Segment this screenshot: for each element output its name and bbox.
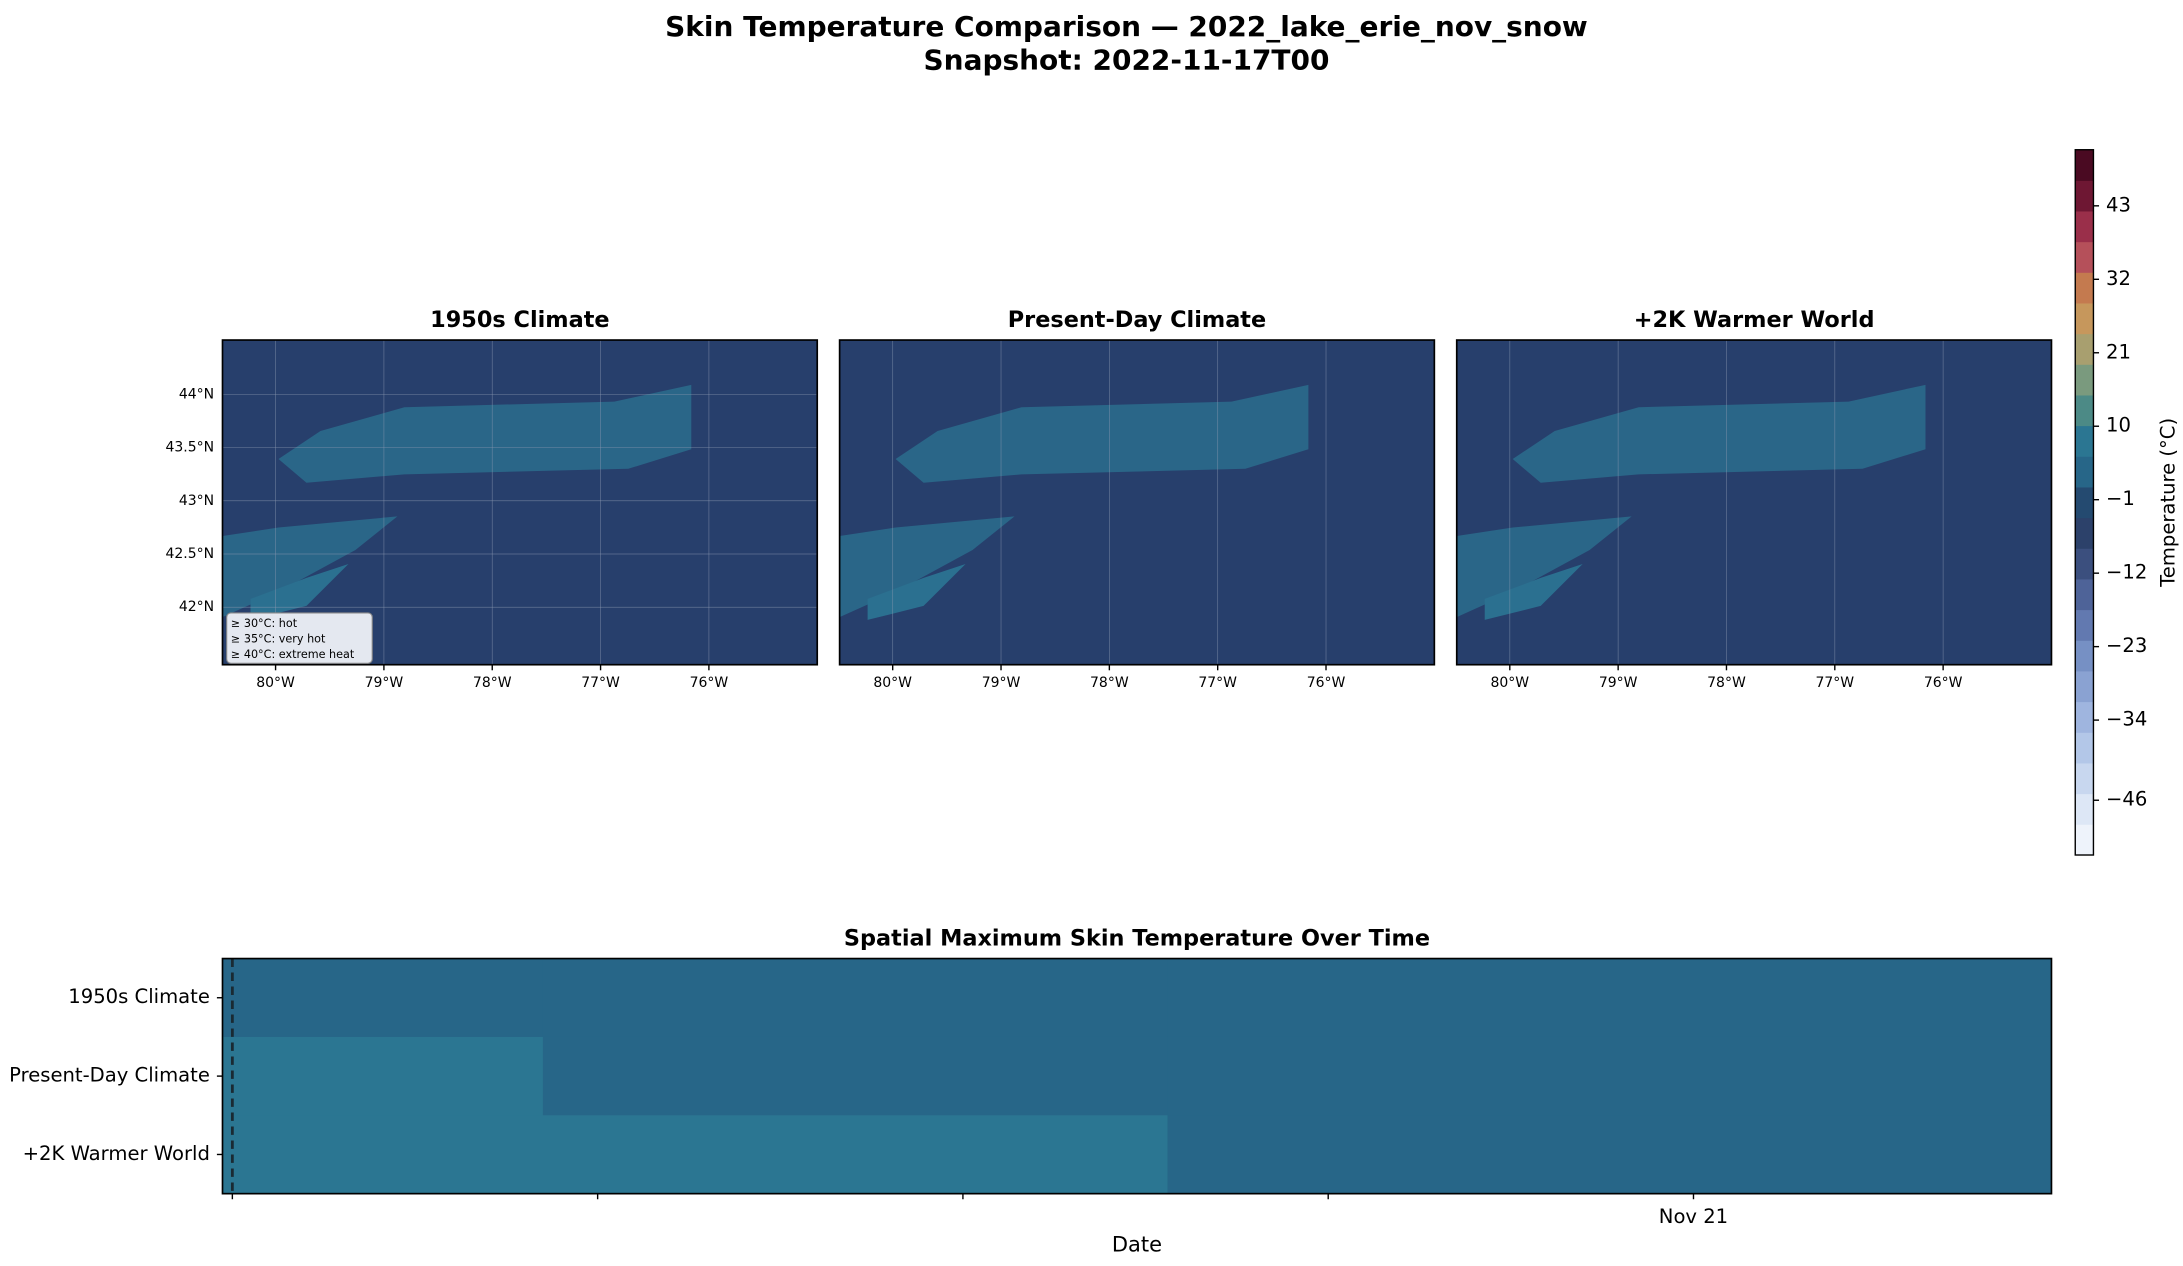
lake-field [278, 384, 692, 483]
legend-text: ≥ 30°C: hot [231, 617, 298, 630]
colorbar-band [2075, 425, 2094, 457]
colorbar-band [2075, 333, 2094, 365]
lake-field [867, 563, 966, 620]
colorbar-tick-label: −12 [2106, 561, 2147, 584]
map-title: Present-Day Climate [1008, 307, 1266, 333]
colorbar-band [2075, 824, 2094, 856]
colorbar-band [2075, 732, 2094, 764]
lake-field [1512, 384, 1926, 483]
figure-subtitle: Snapshot: 2022-11-17T00 [924, 44, 1330, 77]
x-tick-label: Nov 21 [1659, 1205, 1728, 1228]
colorbar-band [2075, 701, 2094, 733]
colorbar-band [2075, 763, 2094, 795]
colorbar-tick-label: −46 [2106, 788, 2147, 811]
colorbar-label: Temperature (°C) [2157, 418, 2180, 588]
map-frame [838, 339, 1436, 666]
heatmap-cell [222, 958, 544, 1038]
colorbar-tick-label: 10 [2106, 414, 2131, 437]
lake-field [895, 384, 1309, 483]
x-tick-label: 76°W [1924, 675, 1963, 691]
x-tick-label: 76°W [1307, 675, 1346, 691]
heatmap-cell [1167, 1036, 2052, 1116]
colorbar-band [2075, 180, 2094, 212]
x-tick-label: 79°W [1599, 675, 1638, 691]
lake-field [1456, 516, 1632, 618]
map-frame [221, 339, 819, 666]
map-background [839, 340, 1435, 665]
heatmap-cell [542, 1036, 1168, 1116]
colorbar-tick-label: −34 [2106, 708, 2147, 731]
y-tick-label: 1950s Climate [68, 985, 210, 1008]
y-tick-label: 42.5°N [166, 546, 215, 562]
figure-title: Skin Temperature Comparison — 2022_lake_… [665, 10, 1588, 43]
colorbar-tick-label: −1 [2106, 487, 2135, 510]
colorbar-band [2075, 272, 2094, 304]
x-axis-label: Date [1112, 1232, 1162, 1256]
colorbar-band [2075, 395, 2094, 427]
map-title: +2K Warmer World [1634, 307, 1875, 333]
colorbar-band [2075, 456, 2094, 488]
x-tick-label: 77°W [1815, 675, 1854, 691]
legend-text: ≥ 35°C: very hot [231, 633, 326, 646]
colorbar-band [2075, 640, 2094, 672]
colorbar-tick-label: 21 [2106, 340, 2131, 363]
colorbar-band [2075, 241, 2094, 273]
x-tick-label: 78°W [473, 675, 512, 691]
colorbar-band [2075, 671, 2094, 703]
y-tick-label: 44°N [179, 386, 214, 402]
lake-field [1484, 563, 1583, 620]
x-tick-label: 80°W [873, 675, 912, 691]
colorbar-band [2075, 609, 2094, 641]
map-title: 1950s Climate [430, 307, 609, 333]
x-tick-label: 80°W [256, 675, 295, 691]
colorbar-band [2075, 364, 2094, 396]
heatmap-cell [222, 1115, 544, 1195]
heatmap-cell [542, 958, 1168, 1038]
y-tick-label: 43.5°N [166, 440, 215, 456]
heatmap-cell [1167, 958, 2052, 1038]
colorbar-band [2075, 211, 2094, 243]
map-background [1456, 340, 2052, 665]
heatmap-cell [222, 1036, 544, 1116]
lake-field [839, 516, 1015, 618]
y-tick-label: Present-Day Climate [9, 1064, 210, 1087]
y-tick-label: +2K Warmer World [23, 1142, 210, 1165]
colorbar-band [2075, 517, 2094, 549]
lake-field [250, 563, 349, 620]
y-tick-label: 42°N [179, 599, 214, 615]
x-tick-label: 78°W [1090, 675, 1129, 691]
colorbar-band [2075, 793, 2094, 825]
x-tick-label: 77°W [1198, 675, 1237, 691]
colorbar-tick-label: 32 [2106, 267, 2131, 290]
x-tick-label: 78°W [1707, 675, 1746, 691]
colorbar-band [2075, 303, 2094, 335]
x-tick-label: 80°W [1491, 675, 1530, 691]
heatmap-cell [1167, 1115, 2052, 1195]
colorbar-band [2075, 548, 2094, 580]
x-tick-label: 79°W [365, 675, 404, 691]
map-frame [1455, 339, 2053, 666]
colorbar-band [2075, 149, 2094, 181]
heatmap-cell [542, 1115, 1168, 1195]
legend-text: ≥ 40°C: extreme heat [231, 648, 355, 661]
colorbar-band [2075, 579, 2094, 611]
colorbar-band [2075, 487, 2094, 519]
x-tick-label: 77°W [581, 675, 620, 691]
y-tick-label: 43°N [179, 493, 214, 509]
heatmap-title: Spatial Maximum Skin Temperature Over Ti… [844, 925, 1430, 951]
heatmap-frame [221, 957, 2053, 1195]
colorbar-tick-label: −23 [2106, 634, 2147, 657]
colorbar-frame [2074, 149, 2095, 856]
legend-box [226, 612, 373, 664]
lake-field [222, 516, 398, 618]
x-tick-label: 79°W [982, 675, 1021, 691]
x-tick-label: 76°W [690, 675, 729, 691]
colorbar-tick-label: 43 [2106, 193, 2131, 216]
